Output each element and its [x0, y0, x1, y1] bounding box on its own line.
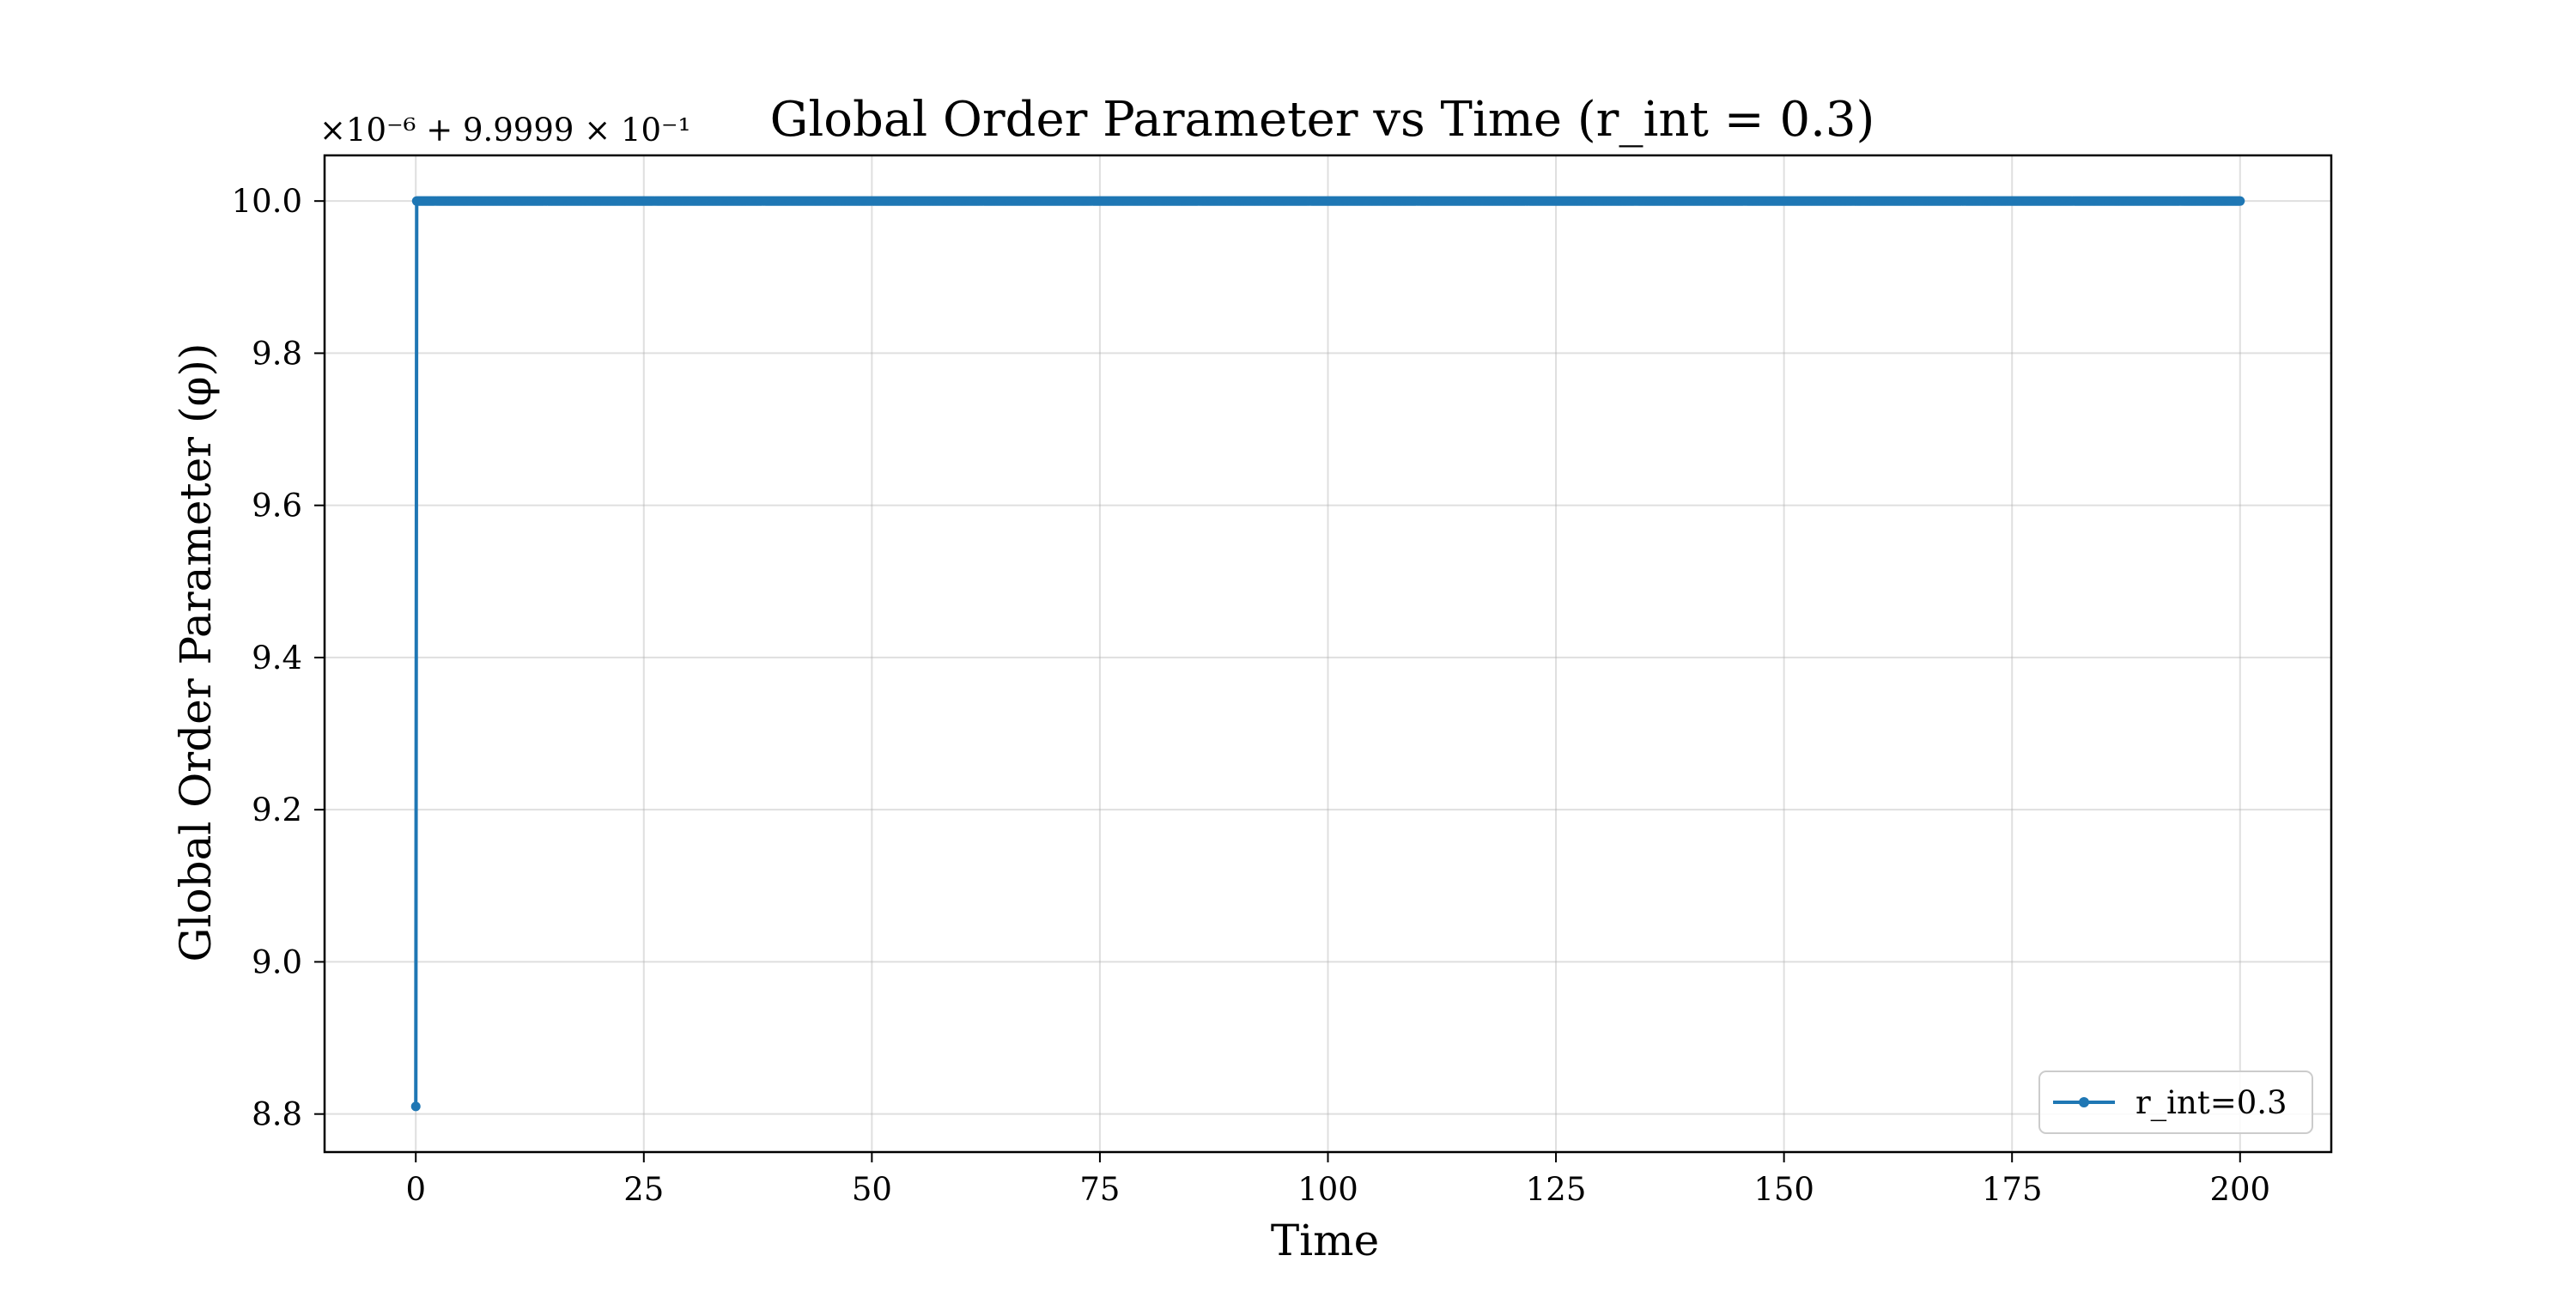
x-tick-label: 0	[405, 1171, 426, 1208]
y-axis-label: Global Order Parameter (φ))	[171, 343, 221, 962]
y-tick-label: 10.0	[232, 183, 302, 220]
y-tick-label: 9.2	[252, 792, 302, 828]
y-tick-label: 8.8	[252, 1096, 302, 1133]
x-axis-label: Time	[1271, 1216, 1379, 1265]
y-tick-label: 9.4	[252, 640, 302, 676]
series-layer	[410, 196, 2245, 1112]
y-tick-label: 9.8	[252, 335, 302, 372]
legend-marker-swatch	[2079, 1097, 2089, 1107]
legend-box	[2038, 1071, 2313, 1134]
x-tick-label: 75	[1079, 1171, 1120, 1208]
legend: r_int=0.3	[2038, 1071, 2313, 1134]
x-tick-label: 100	[1297, 1171, 1358, 1208]
data-point	[410, 1101, 421, 1112]
chart-title: Global Order Parameter vs Time (r_int = …	[770, 92, 1875, 148]
x-tick-label: 200	[2209, 1171, 2270, 1208]
y-tick-label: 9.6	[252, 488, 302, 525]
data-point	[2235, 196, 2245, 206]
y-tick-label: 9.0	[252, 943, 302, 980]
x-tick-label: 175	[1982, 1171, 2043, 1208]
x-tick-label: 150	[1753, 1171, 1814, 1208]
legend-label: r_int=0.3	[2136, 1084, 2287, 1122]
x-tick-label: 25	[623, 1171, 664, 1208]
grid	[325, 155, 2331, 1152]
x-tick-label: 50	[852, 1171, 892, 1208]
y-axis-ticks: 8.8 9.0 9.2 9.4 9.6 9.8 10.0	[232, 183, 325, 1133]
y-axis-offset-label: ×10⁻⁶ + 9.9999 × 10⁻¹	[319, 112, 690, 149]
x-axis-ticks: 0 25 50 75 100 125 150 175 200	[405, 1152, 2270, 1208]
x-tick-label: 125	[1526, 1171, 1587, 1208]
series-markers	[410, 196, 2245, 1112]
